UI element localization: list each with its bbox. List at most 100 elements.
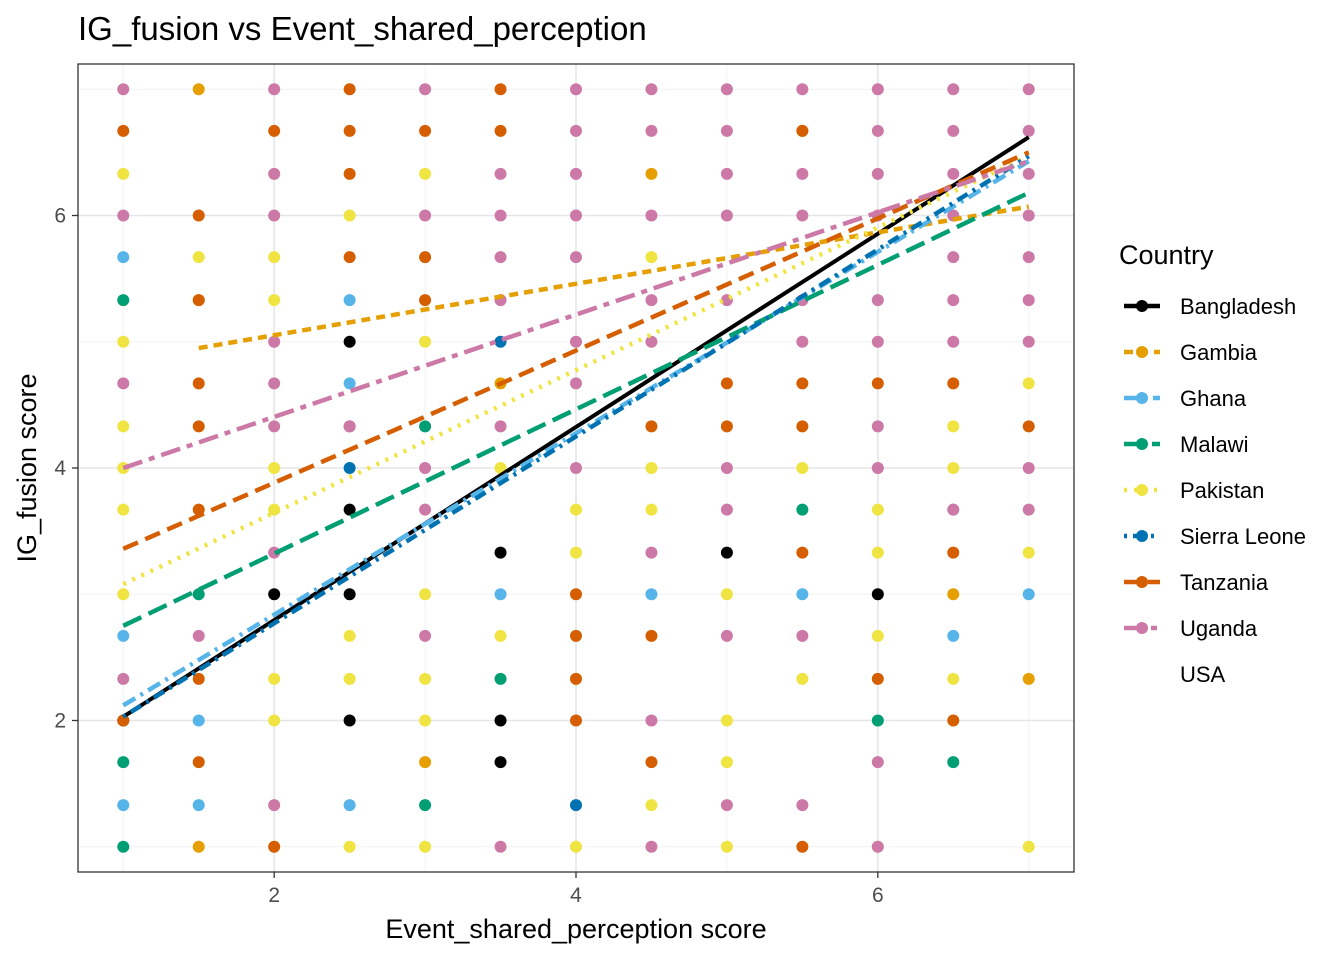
data-point	[720, 462, 733, 474]
data-point	[419, 503, 432, 516]
data-point	[796, 799, 809, 812]
legend-label: USA	[1180, 662, 1226, 687]
data-point	[720, 756, 733, 769]
data-point	[494, 167, 507, 180]
data-point	[419, 335, 432, 348]
data-point	[947, 714, 960, 727]
axis-ticks: 2 4 6 2 4 6	[54, 205, 883, 908]
data-point	[570, 629, 582, 642]
data-point	[871, 462, 884, 474]
data-point	[343, 377, 356, 390]
data-point	[268, 546, 281, 559]
data-point	[720, 840, 733, 853]
data-point	[192, 294, 205, 307]
data-point	[796, 167, 809, 180]
data-point	[796, 840, 809, 853]
data-point	[645, 420, 658, 433]
data-point	[871, 756, 884, 769]
data-point	[343, 714, 356, 727]
data-point	[570, 209, 582, 222]
data-point	[419, 588, 432, 601]
data-point	[1022, 167, 1035, 180]
data-point	[117, 420, 130, 433]
data-point	[720, 420, 733, 433]
data-point	[871, 588, 884, 601]
data-point	[419, 124, 432, 137]
data-point	[871, 294, 884, 307]
data-point	[720, 377, 733, 390]
data-point	[871, 377, 884, 390]
data-point	[343, 840, 356, 853]
data-point	[419, 714, 432, 727]
data-point	[570, 503, 582, 516]
data-point	[796, 588, 809, 601]
data-point	[645, 294, 658, 307]
y-axis-title: IG_fusion score	[12, 373, 42, 562]
data-point	[947, 546, 960, 559]
data-point	[268, 420, 281, 433]
data-point	[570, 377, 582, 390]
data-point	[947, 672, 960, 685]
x-tick-label: 2	[268, 884, 280, 907]
data-point	[1022, 209, 1035, 222]
data-point	[796, 503, 809, 516]
legend-label: Sierra Leone	[1180, 524, 1306, 549]
data-point	[494, 209, 507, 222]
data-point	[419, 840, 432, 853]
data-point	[570, 335, 582, 348]
data-point	[871, 672, 884, 685]
data-point	[570, 83, 582, 96]
data-point	[1022, 377, 1035, 390]
data-point	[645, 124, 658, 137]
data-point	[343, 251, 356, 264]
data-point	[645, 714, 658, 727]
data-point	[268, 840, 281, 853]
data-point	[117, 629, 130, 642]
data-point	[419, 799, 432, 812]
data-point	[1022, 462, 1035, 474]
data-point	[494, 588, 507, 601]
data-point	[117, 209, 130, 222]
data-point	[419, 462, 432, 474]
data-point	[343, 462, 356, 474]
data-point	[947, 335, 960, 348]
data-point	[871, 420, 884, 433]
trend-line	[122, 154, 1030, 587]
data-point	[570, 672, 582, 685]
data-point	[494, 756, 507, 769]
trend-line	[122, 150, 1030, 551]
data-point	[419, 167, 432, 180]
data-point	[343, 629, 356, 642]
data-point	[192, 629, 205, 642]
data-point	[268, 335, 281, 348]
y-tick-label: 6	[54, 205, 66, 228]
data-point	[570, 251, 582, 264]
data-point	[419, 420, 432, 433]
data-point	[645, 756, 658, 769]
data-point	[645, 462, 658, 474]
data-point	[720, 546, 733, 559]
y-tick-label: 4	[54, 457, 66, 480]
data-point	[720, 714, 733, 727]
data-point	[494, 251, 507, 264]
legend-key-point	[1136, 622, 1148, 634]
data-point	[192, 799, 205, 812]
data-point	[796, 420, 809, 433]
legend-key-point	[1136, 300, 1148, 312]
data-point	[1022, 420, 1035, 433]
data-points	[117, 83, 1035, 853]
data-point	[796, 377, 809, 390]
data-point	[268, 377, 281, 390]
data-point	[117, 294, 130, 307]
data-point	[1022, 294, 1035, 307]
data-point	[494, 672, 507, 685]
data-point	[1022, 546, 1035, 559]
data-point	[796, 335, 809, 348]
data-point	[419, 209, 432, 222]
data-point	[796, 462, 809, 474]
data-point	[117, 672, 130, 685]
data-point	[645, 629, 658, 642]
data-point	[419, 83, 432, 96]
data-point	[268, 714, 281, 727]
x-tick-label: 6	[872, 884, 884, 907]
